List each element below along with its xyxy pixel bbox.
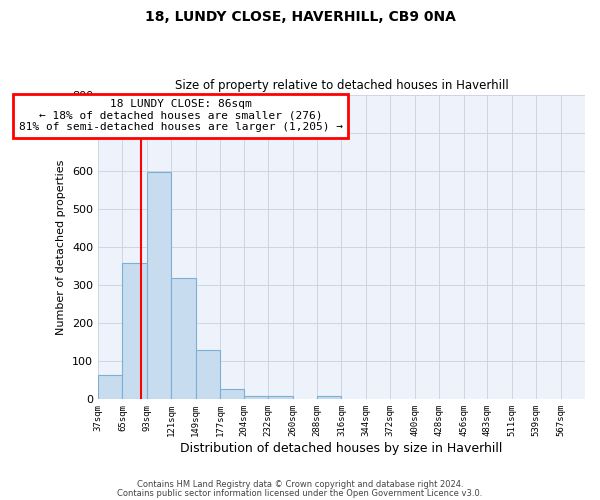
Bar [244,396,268,400]
Bar [317,396,341,400]
Bar [220,388,244,400]
Title: Size of property relative to detached houses in Haverhill: Size of property relative to detached ho… [175,79,508,92]
Bar [196,350,220,400]
X-axis label: Distribution of detached houses by size in Haverhill: Distribution of detached houses by size … [180,442,503,455]
Text: Contains HM Land Registry data © Crown copyright and database right 2024.: Contains HM Land Registry data © Crown c… [137,480,463,489]
Bar [268,396,293,400]
Text: 18 LUNDY CLOSE: 86sqm
← 18% of detached houses are smaller (276)
81% of semi-det: 18 LUNDY CLOSE: 86sqm ← 18% of detached … [19,99,343,132]
Bar [98,374,122,400]
Bar [171,278,196,400]
Y-axis label: Number of detached properties: Number of detached properties [56,160,67,334]
Text: Contains public sector information licensed under the Open Government Licence v3: Contains public sector information licen… [118,488,482,498]
Bar [122,264,147,400]
Text: 18, LUNDY CLOSE, HAVERHILL, CB9 0NA: 18, LUNDY CLOSE, HAVERHILL, CB9 0NA [145,10,455,24]
Bar [147,172,171,400]
